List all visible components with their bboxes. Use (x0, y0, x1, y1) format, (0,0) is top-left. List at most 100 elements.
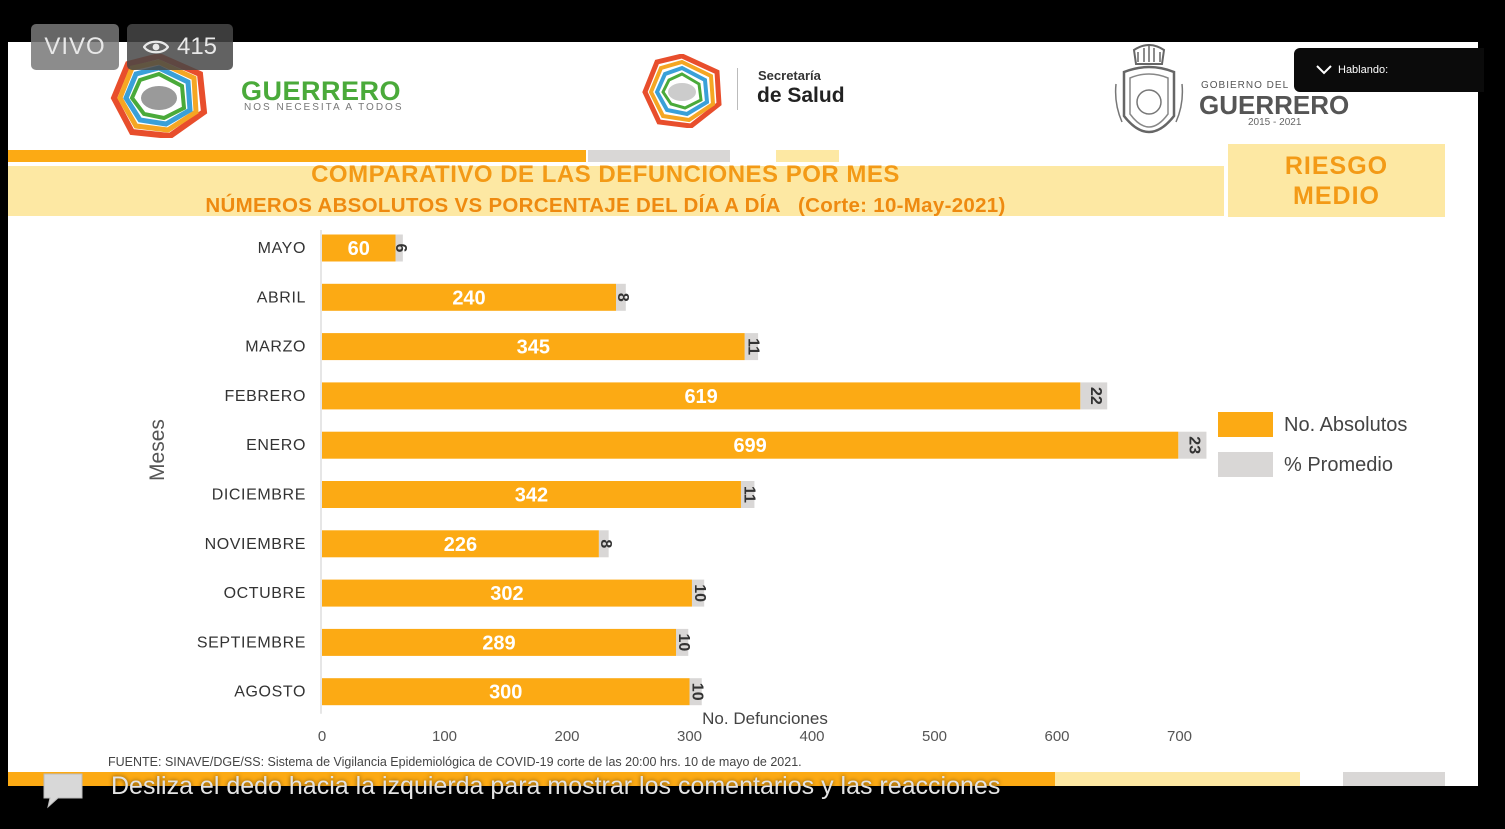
percent-label: 10 (689, 683, 706, 701)
bar-absolutos (322, 579, 692, 607)
percent-label: 10 (675, 634, 692, 652)
gobierno-years: 2015 - 2021 (1248, 117, 1302, 128)
decor-stripe (1055, 772, 1300, 786)
legend-label: % Promedio (1284, 454, 1393, 476)
x-tick-label: 600 (1044, 728, 1069, 745)
percent-label: 8 (614, 293, 631, 302)
bar-promedio (689, 678, 702, 706)
category-label: ENERO (246, 437, 306, 454)
value-label: 289 (482, 632, 515, 654)
x-axis-label: No. Defunciones (702, 709, 828, 728)
viewer-count: 415 (176, 33, 218, 60)
category-label: MARZO (245, 339, 306, 356)
bar-promedio (691, 579, 705, 607)
x-tick-label: 500 (922, 728, 947, 745)
logo-divider (737, 68, 738, 110)
category-label: SEPTIEMBRE (197, 634, 306, 651)
x-tick-label: 300 (677, 728, 702, 745)
salud-line1: Secretaría (758, 68, 821, 83)
slide-stage: GUERRERO NOS NECESITA A TODOS Secretaría… (8, 42, 1478, 786)
percent-label: 11 (744, 338, 761, 355)
bar-promedio (1178, 431, 1207, 459)
bar-absolutos (322, 678, 690, 706)
percent-label: 23 (1185, 436, 1202, 454)
chevron-down-icon (1316, 65, 1332, 75)
percent-label: 22 (1087, 387, 1104, 405)
decor-stripe (8, 150, 586, 162)
guerrero-subtitle: NOS NECESITA A TODOS (244, 102, 404, 113)
percent-label: 10 (691, 584, 708, 602)
value-label: 60 (348, 238, 370, 260)
bar-absolutos (322, 382, 1081, 410)
salud-line2: de Salud (757, 84, 845, 107)
speaking-indicator[interactable]: Hablando: (1294, 48, 1484, 92)
guerrero-title: GUERRERO (241, 76, 402, 106)
legend-label: No. Absolutos (1284, 414, 1407, 436)
category-label: AGOSTO (234, 684, 306, 701)
category-label: MAYO (258, 240, 306, 257)
bar-promedio (395, 234, 403, 262)
x-tick-label: 0 (318, 728, 326, 745)
live-badge: VIVO (31, 24, 119, 70)
value-label: 342 (515, 485, 548, 507)
value-label: 699 (733, 435, 766, 457)
y-axis-label: Meses (146, 419, 169, 481)
percent-label: 6 (392, 244, 409, 253)
decor-stripe (1343, 772, 1445, 786)
title-band (8, 166, 1224, 216)
bar-absolutos (322, 333, 745, 361)
bar-absolutos (322, 628, 677, 656)
comment-icon[interactable] (40, 770, 86, 810)
bar-absolutos (322, 431, 1179, 459)
x-tick-label: 100 (432, 728, 457, 745)
percent-label: 11 (741, 486, 758, 503)
bar-promedio (744, 333, 759, 361)
risk-line1: RIESGO (1284, 151, 1389, 180)
legend-swatch (1218, 452, 1273, 477)
decor-stripe (588, 150, 730, 162)
bottom-bar (0, 786, 1505, 829)
legend-swatch (1218, 412, 1273, 437)
bar-promedio (676, 628, 689, 656)
gobierno-line1: GOBIERNO DEL (1201, 80, 1290, 91)
bar-absolutos (322, 283, 616, 311)
percent-label: 8 (597, 539, 614, 548)
category-label: OCTUBRE (224, 585, 306, 602)
deaths-bar-chart: MAYO 60 6 ABRIL 240 8 MARZO 345 11 FEBRERO 619 22 EN… (146, 230, 1407, 745)
x-tick-label: 200 (554, 728, 579, 745)
speaking-label: Hablando: (1338, 64, 1389, 76)
bar-promedio (740, 481, 755, 508)
bar-promedio (598, 530, 609, 558)
comments-hint: Desliza el dedo hacia la izquierda para … (111, 772, 1001, 800)
value-label: 345 (517, 337, 550, 359)
bar-absolutos (322, 481, 741, 508)
risk-indicator: RIESGO MEDIO (1228, 144, 1445, 217)
source-note: FUENTE: SINAVE/DGE/SS: Sistema de Vigila… (108, 755, 802, 769)
category-label: ABRIL (257, 289, 306, 306)
chart-title: COMPARATIVO DE LAS DEFUNCIONES POR MES (311, 161, 900, 188)
bar-absolutos (322, 530, 599, 558)
decor-stripe (776, 150, 839, 162)
salud-logo-icon (642, 54, 722, 128)
bar-promedio (1080, 382, 1108, 410)
coat-of-arms-icon (1114, 44, 1184, 134)
value-label: 619 (684, 386, 717, 408)
category-label: FEBRERO (224, 388, 306, 405)
risk-line2: MEDIO (1293, 181, 1380, 210)
value-label: 300 (489, 682, 522, 704)
x-tick-label: 400 (799, 728, 824, 745)
guerrero-logo-icon (110, 54, 208, 138)
decor-stripe (8, 772, 1055, 786)
gobierno-line2: GUERRERO (1199, 90, 1350, 120)
category-label: NOVIEMBRE (205, 536, 306, 553)
bar-absolutos (322, 234, 396, 262)
bar-promedio (616, 283, 626, 311)
value-label: 226 (444, 534, 477, 556)
value-label: 240 (452, 287, 485, 309)
viewer-count-badge: 415 (127, 24, 233, 70)
x-tick-label: 700 (1167, 728, 1192, 745)
value-label: 302 (490, 583, 523, 605)
category-label: DICIEMBRE (212, 487, 306, 504)
eye-icon (142, 40, 169, 54)
chart-subtitle: NÚMEROS ABSOLUTOS VS PORCENTAJE DEL DÍA … (205, 194, 1006, 217)
